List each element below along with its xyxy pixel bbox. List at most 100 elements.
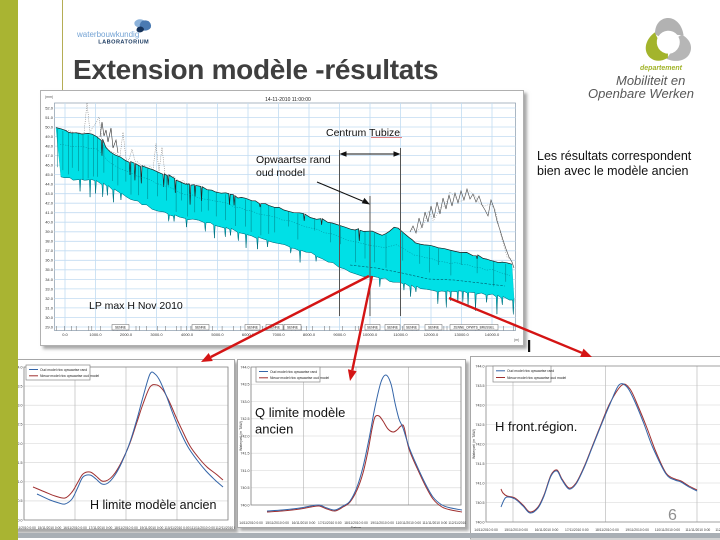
svg-text:110/11/2010 0:00: 110/11/2010 0:00 [396, 521, 421, 525]
svg-text:740.5: 740.5 [14, 499, 23, 503]
svg-text:6000.0: 6000.0 [242, 332, 255, 337]
svg-text:48.0: 48.0 [45, 144, 54, 149]
svg-text:743.5: 743.5 [14, 384, 23, 388]
svg-text:32.0: 32.0 [45, 296, 54, 301]
svg-text:51.0: 51.0 [45, 115, 54, 120]
svg-text:42.0: 42.0 [45, 201, 54, 206]
svg-text:41.0: 41.0 [45, 210, 54, 215]
svg-text:18/11/2010 0:00: 18/11/2010 0:00 [114, 526, 138, 530]
svg-text:112/11/2010 0:00: 112/11/2010 0:00 [215, 526, 235, 530]
svg-text:16/11/2010 0:00: 16/11/2010 0:00 [535, 528, 559, 532]
svg-text:4000.0: 4000.0 [181, 332, 194, 337]
svg-text:Datum: Datum [351, 526, 362, 528]
svg-text:Waterpeil (m TAW): Waterpeil (m TAW) [472, 429, 476, 459]
svg-text:LABORATORIUM: LABORATORIUM [98, 39, 149, 45]
svg-text:0.0: 0.0 [62, 332, 68, 337]
svg-text:741.5: 741.5 [14, 461, 23, 465]
svg-text:14-11-2010 11:00:00: 14-11-2010 11:00:00 [265, 97, 311, 103]
svg-text:741.5: 741.5 [476, 462, 485, 466]
svg-text:740.5: 740.5 [476, 501, 485, 505]
svg-text:Opwaartse rand: Opwaartse rand [256, 154, 331, 166]
svg-text:44.0: 44.0 [45, 182, 54, 187]
svg-text:(mm): (mm) [45, 95, 53, 99]
svg-text:36.0: 36.0 [45, 258, 54, 263]
svg-text:LP max H Nov 2010: LP max H Nov 2010 [89, 300, 183, 312]
svg-text:SENNE: SENNE [367, 326, 378, 330]
svg-text:743.0: 743.0 [14, 404, 23, 408]
svg-text:15/11/2010 0:00: 15/11/2010 0:00 [265, 521, 289, 525]
svg-text:33.0: 33.0 [45, 286, 54, 291]
svg-text:16/11/2010 0:00: 16/11/2010 0:00 [63, 526, 87, 530]
svg-text:38.0: 38.0 [45, 239, 54, 244]
svg-text:SENNE: SENNE [287, 326, 298, 330]
svg-text:9000.0: 9000.0 [333, 332, 346, 337]
svg-text:110/11/2010 0:00: 110/11/2010 0:00 [655, 528, 680, 532]
svg-text:2000.0: 2000.0 [120, 332, 133, 337]
svg-text:744.0: 744.0 [476, 364, 485, 368]
svg-text:740.5: 740.5 [241, 486, 250, 490]
svg-text:15/11/2010 0:00: 15/11/2010 0:00 [38, 526, 62, 530]
svg-text:H limite modèle ancien: H limite modèle ancien [90, 498, 216, 512]
svg-text:742.5: 742.5 [14, 423, 23, 427]
svg-text:49.0: 49.0 [45, 134, 54, 139]
svg-text:SENNE: SENNE [115, 326, 126, 330]
svg-text:111/11/2010 0:00: 111/11/2010 0:00 [190, 526, 215, 530]
svg-text:13000.0: 13000.0 [454, 332, 469, 337]
svg-text:Mobiliteit en: Mobiliteit en [616, 73, 685, 88]
svg-text:Oud model rkw opwaartse rand: Oud model rkw opwaartse rand [507, 369, 554, 373]
svg-text:waterbouwkundig: waterbouwkundig [76, 30, 139, 39]
svg-text:SENNE: SENNE [387, 326, 398, 330]
svg-text:743.0: 743.0 [476, 403, 485, 407]
svg-text:46.0: 46.0 [45, 163, 54, 168]
svg-text:SENNE: SENNE [195, 326, 206, 330]
svg-text:14/11/2010 0:00: 14/11/2010 0:00 [474, 528, 498, 532]
svg-text:110/11/2010 0:00: 110/11/2010 0:00 [164, 526, 189, 530]
svg-text:11000.0: 11000.0 [393, 332, 408, 337]
svg-text:742.0: 742.0 [14, 442, 23, 446]
svg-text:8000.0: 8000.0 [303, 332, 316, 337]
svg-text:740.0: 740.0 [14, 518, 23, 522]
svg-text:Q limite modèle: Q limite modèle [255, 405, 345, 420]
svg-text:17/11/2010 0:00: 17/11/2010 0:00 [565, 528, 589, 532]
svg-text:743.5: 743.5 [241, 383, 250, 387]
svg-text:Nieuw model rkw opwaartse oud: Nieuw model rkw opwaartse oud model [40, 374, 99, 378]
svg-text:741.0: 741.0 [14, 480, 23, 484]
svg-text:(m): (m) [514, 338, 519, 342]
svg-text:18/11/2010 0:00: 18/11/2010 0:00 [344, 521, 368, 525]
svg-text:37.0: 37.0 [45, 248, 54, 253]
svg-text:30.0: 30.0 [45, 315, 54, 320]
svg-text:34.0: 34.0 [45, 277, 54, 282]
svg-text:6: 6 [668, 507, 677, 524]
svg-text:3000.0: 3000.0 [150, 332, 163, 337]
svg-text:47.0: 47.0 [45, 153, 54, 158]
svg-text:oud model: oud model [256, 167, 305, 179]
svg-text:7000.0: 7000.0 [272, 332, 285, 337]
svg-text:ancien: ancien [255, 421, 293, 436]
svg-text:16/11/2010 0:00: 16/11/2010 0:00 [292, 521, 316, 525]
svg-text:742.0: 742.0 [241, 434, 250, 438]
svg-text:10000.0: 10000.0 [363, 332, 378, 337]
svg-text:SENNE: SENNE [428, 326, 439, 330]
svg-text:1000.0: 1000.0 [89, 332, 102, 337]
svg-text:Nieuw model rkw opwaartse oud: Nieuw model rkw opwaartse oud model [270, 376, 329, 380]
svg-text:112/11/2010 0:00: 112/11/2010 0:00 [715, 528, 720, 532]
svg-text:43.0: 43.0 [45, 191, 54, 196]
svg-text:742.0: 742.0 [476, 442, 485, 446]
svg-text:SENNE: SENNE [269, 326, 280, 330]
svg-text:744.0: 744.0 [14, 365, 23, 369]
svg-text:743.5: 743.5 [476, 384, 485, 388]
svg-text:SENNE: SENNE [247, 326, 258, 330]
svg-text:744.0: 744.0 [241, 365, 250, 369]
svg-text:14/11/2010 0:00: 14/11/2010 0:00 [12, 526, 36, 530]
svg-text:740.0: 740.0 [476, 520, 485, 524]
svg-text:SENNE: SENNE [406, 326, 417, 330]
svg-text:742.5: 742.5 [476, 423, 485, 427]
svg-text:17/11/2010 0:00: 17/11/2010 0:00 [89, 526, 113, 530]
svg-text:19/11/2010 0:00: 19/11/2010 0:00 [625, 528, 649, 532]
svg-text:743.0: 743.0 [241, 400, 250, 404]
svg-text:742.5: 742.5 [241, 417, 250, 421]
svg-text:112/11/2010 0:00: 112/11/2010 0:00 [448, 521, 466, 525]
svg-text:18/11/2010 0:00: 18/11/2010 0:00 [595, 528, 619, 532]
svg-text:741.0: 741.0 [241, 469, 250, 473]
svg-text:17/11/2010 0:00: 17/11/2010 0:00 [318, 521, 342, 525]
